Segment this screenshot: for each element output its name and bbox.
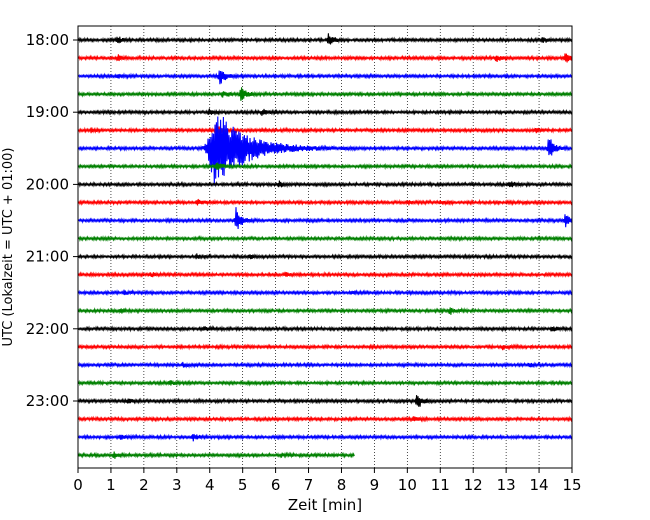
y-axis-ticks: 18:00 19:00 20:00 21:00 22:00 23:00 [26,31,78,410]
x-tick-label: 6 [271,476,281,494]
y-tick-label: 19:00 [26,103,69,121]
y-tick-label: 21:00 [26,248,69,266]
trace-2300 [77,395,573,407]
x-tick-label: 3 [172,476,182,494]
trace-2030 [78,207,573,230]
y-tick-label: 20:00 [26,175,69,193]
x-tick-label: 2 [139,476,149,494]
x-tick-label: 8 [337,476,347,494]
x-tick-label: 13 [497,476,516,494]
trace-2130 [77,288,573,297]
x-tick-label: 7 [304,476,314,494]
y-tick-label: 18:00 [26,31,69,49]
y-axis-label: UTC (Lokalzeit = UTC + 01:00) [1,148,16,347]
trace-1830 [78,70,573,85]
trace-1945 [77,162,573,170]
trace-2000 [77,180,573,189]
trace-2015 [77,198,573,207]
trace-1845 [77,87,573,101]
x-tick-label: 4 [205,476,215,494]
trace-2115 [77,270,573,279]
trace-series [77,33,573,459]
trace-2315 [77,415,573,423]
y-tick-label: 22:00 [26,320,69,338]
trace-1815 [77,53,573,63]
trace-2345 [77,451,355,459]
axes-frame [77,25,573,469]
x-axis-ticks: 0 1 2 3 4 5 6 7 8 9 10 11 12 13 14 15 [73,468,582,494]
x-tick-label: 5 [238,476,248,494]
trace-1900 [77,108,573,116]
x-tick-label: 12 [464,476,483,494]
trace-2200 [78,325,573,333]
trace-2245 [77,379,573,387]
x-tick-label: 11 [431,476,450,494]
trace-2145 [77,306,573,315]
trace-2330 [77,433,573,442]
x-tick-label: 15 [562,476,581,494]
trace-1930 [77,116,573,186]
trace-1915 [77,124,573,137]
trace-2045 [78,234,573,243]
trace-2100 [77,252,573,261]
x-tick-label: 10 [398,476,417,494]
trace-2230 [77,361,573,369]
x-tick-label: 0 [73,476,83,494]
y-tick-label: 23:00 [26,392,69,410]
x-tick-label: 1 [106,476,116,494]
x-tick-label: 9 [370,476,380,494]
x-axis-label: Zeit [min] [288,496,362,514]
trace-2215 [77,343,573,351]
trace-1800 [77,33,573,45]
x-tick-label: 14 [530,476,549,494]
